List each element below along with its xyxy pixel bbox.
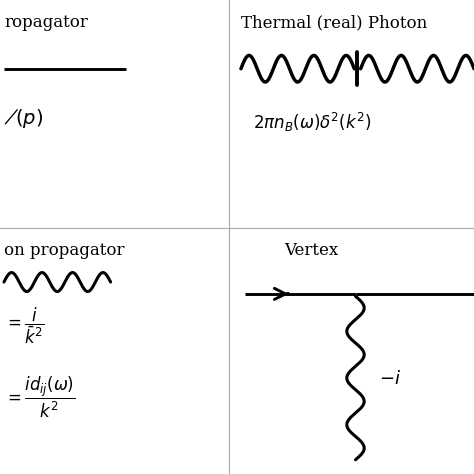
Text: $\!\not\!(p)$: $\!\not\!(p)$ — [4, 107, 43, 130]
Text: ropagator: ropagator — [4, 14, 88, 31]
Text: Thermal (real) Photon: Thermal (real) Photon — [241, 14, 427, 31]
Text: $= \dfrac{id_{ij}(\omega)}{k^2}$: $= \dfrac{id_{ij}(\omega)}{k^2}$ — [4, 374, 75, 419]
Text: $= \dfrac{i}{\bar{k}^2}$: $= \dfrac{i}{\bar{k}^2}$ — [4, 306, 44, 346]
Text: on propagator: on propagator — [4, 242, 125, 259]
Text: $-i$: $-i$ — [379, 370, 401, 388]
Text: Vertex: Vertex — [284, 242, 338, 259]
Text: $2\pi n_B(\omega)\delta^2(k^2)$: $2\pi n_B(\omega)\delta^2(k^2)$ — [253, 111, 371, 135]
